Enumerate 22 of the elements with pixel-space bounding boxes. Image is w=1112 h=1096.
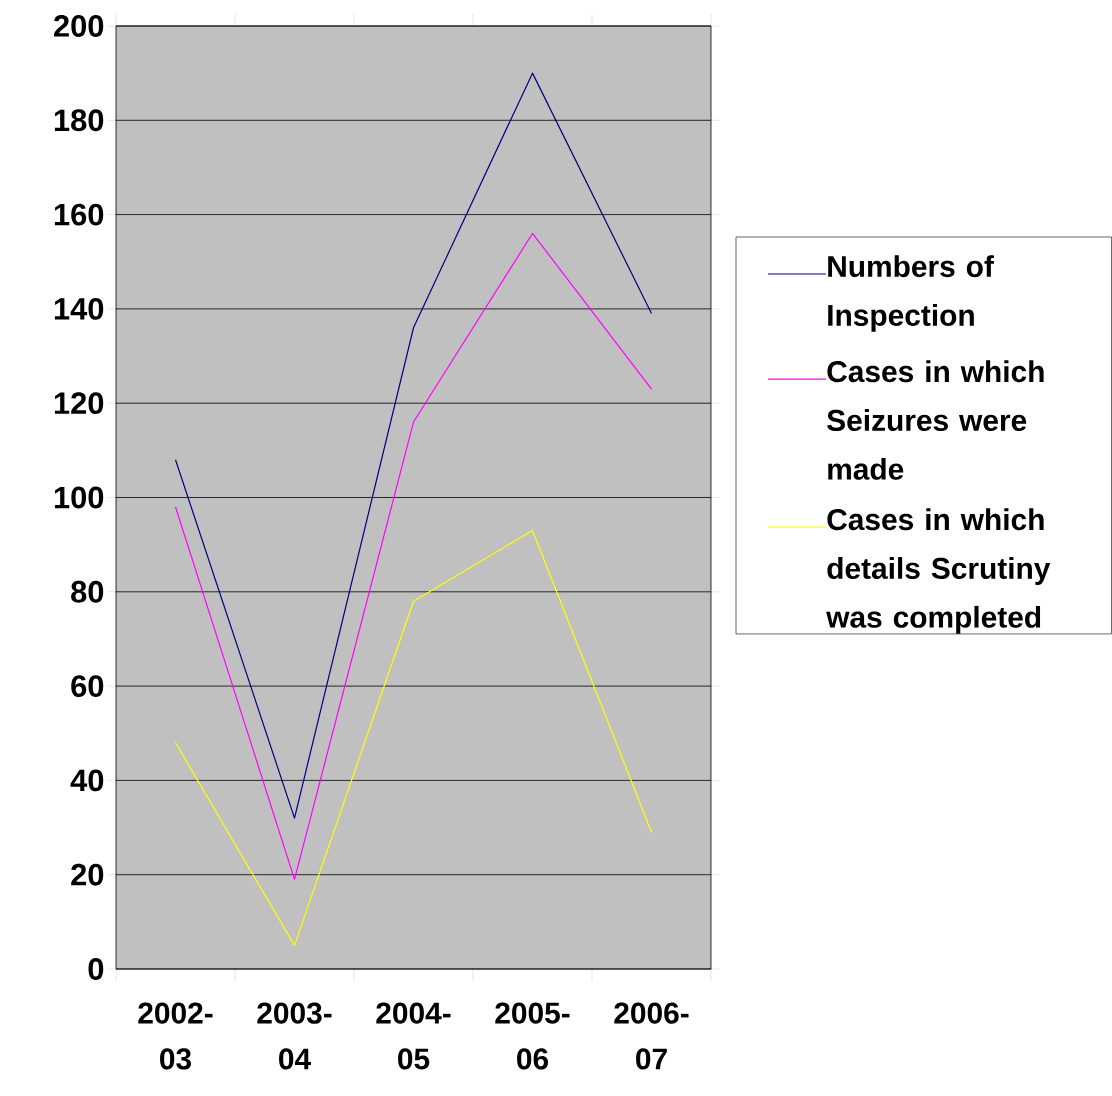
y-tick-label: 40 [70, 769, 104, 792]
y-tick-label: 180 [54, 109, 104, 132]
x-tick-label: 2002-03 [138, 1002, 213, 1070]
y-tick-label: 200 [54, 15, 104, 37]
y-tick-label: 160 [54, 203, 104, 226]
y-tick-label: 120 [54, 392, 104, 415]
line-series [174, 72, 653, 819]
y-tick-label: 20 [71, 863, 104, 886]
y-tick-label: 100 [54, 486, 104, 509]
y-tick-label: 140 [54, 297, 104, 320]
y-tick-label: 80 [71, 580, 104, 603]
y-tick-label: 0 [88, 958, 104, 980]
line-series [174, 529, 653, 947]
x-tick-label: 2003-04 [257, 1002, 332, 1070]
legend-label: Numbers of Inspection [828, 255, 994, 332]
line-series [174, 232, 653, 881]
x-tick-label: 2006-07 [614, 1002, 689, 1070]
legend-label: Cases in which details Scrutiny was completed [826, 508, 1051, 634]
legend-label: Cases in which Seizures were made [827, 360, 1044, 480]
x-tick-label: 2005-06 [495, 1002, 570, 1070]
y-tick-label: 60 [71, 675, 104, 698]
x-tick-label: 2004-05 [376, 1002, 451, 1070]
